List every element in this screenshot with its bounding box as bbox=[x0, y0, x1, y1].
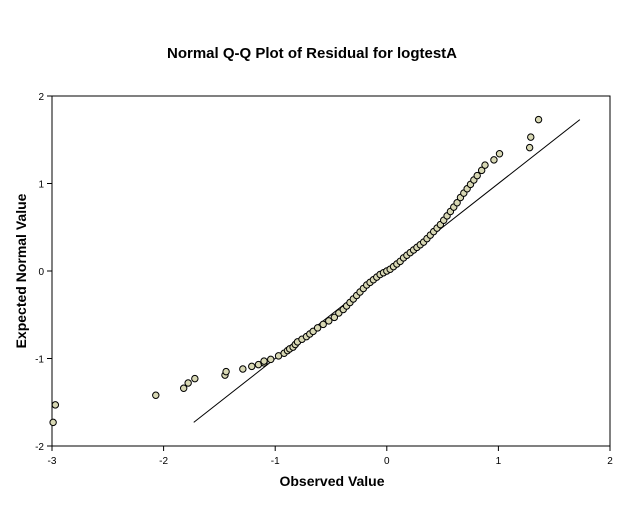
x-axis: -3 -2 -1 0 1 2 bbox=[48, 446, 613, 467]
y-tick-label: -1 bbox=[35, 355, 44, 366]
data-point bbox=[527, 133, 535, 141]
y-tick-label: 1 bbox=[38, 180, 44, 191]
data-point bbox=[534, 115, 543, 124]
data-point bbox=[473, 171, 481, 180]
data-point bbox=[222, 367, 230, 376]
data-point bbox=[260, 357, 268, 365]
y-tick-label: 0 bbox=[38, 267, 44, 278]
x-tick-label: 2 bbox=[607, 456, 613, 467]
y-axis: -2 -1 0 1 2 bbox=[35, 92, 52, 453]
data-point bbox=[49, 418, 57, 427]
y-axis-label: Expected Normal Value bbox=[13, 193, 29, 348]
x-tick-label: 0 bbox=[384, 456, 390, 467]
y-tick-label: 2 bbox=[38, 92, 44, 103]
data-point bbox=[495, 150, 504, 158]
chart-title: Normal Q-Q Plot of Residual for logtestA bbox=[167, 45, 457, 62]
data-point bbox=[525, 143, 534, 152]
data-point bbox=[239, 365, 247, 373]
data-point bbox=[490, 156, 498, 164]
data-point bbox=[152, 391, 160, 399]
x-tick-label: -1 bbox=[271, 456, 280, 467]
x-tick-label: -3 bbox=[48, 456, 57, 467]
x-tick-label: 1 bbox=[496, 456, 502, 467]
data-point bbox=[51, 401, 60, 409]
data-point bbox=[325, 317, 333, 325]
y-tick-label: -2 bbox=[35, 442, 44, 453]
data-point bbox=[313, 324, 322, 332]
data-point bbox=[453, 199, 461, 207]
data-point bbox=[179, 384, 188, 392]
data-point bbox=[191, 374, 199, 383]
data-point bbox=[330, 313, 339, 322]
data-point bbox=[267, 355, 275, 364]
data-point bbox=[481, 161, 489, 169]
data-point bbox=[184, 379, 192, 387]
data-point bbox=[248, 362, 256, 371]
data-point bbox=[477, 166, 486, 175]
x-axis-label: Observed Value bbox=[279, 473, 384, 489]
data-points bbox=[49, 115, 543, 427]
x-tick-label: -2 bbox=[159, 456, 168, 467]
data-point bbox=[319, 320, 327, 329]
